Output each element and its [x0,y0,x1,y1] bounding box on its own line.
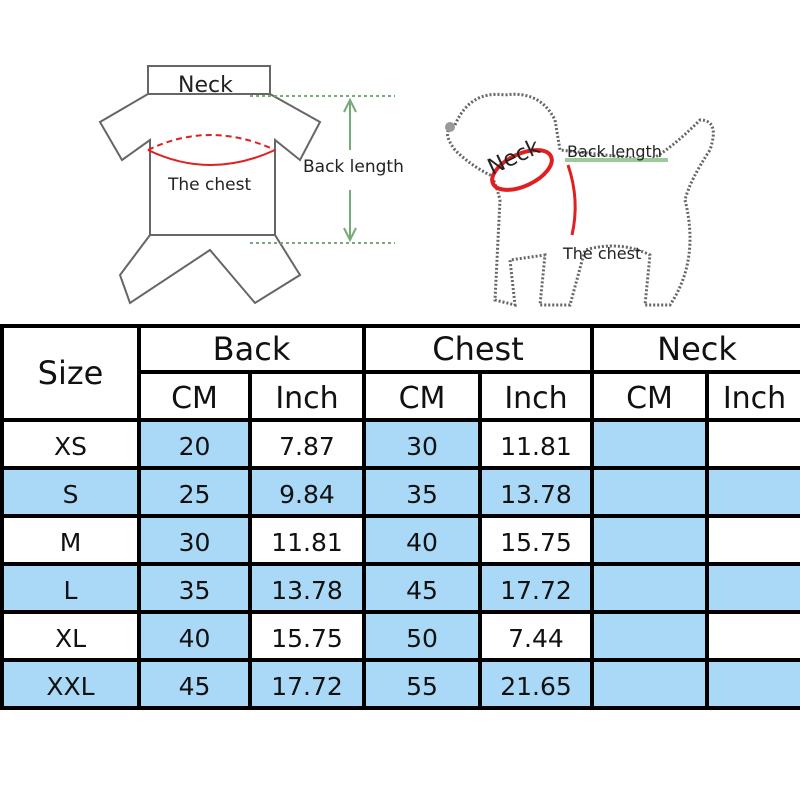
dog-back-length-label: Back length [567,142,662,161]
value-cell: 45 [137,658,252,710]
neck-header: Neck [590,324,800,374]
value-cell: 13.78 [248,562,366,614]
value-cell [590,562,709,614]
value-cell: 40 [362,514,482,566]
garment-neck-label: Neck [178,73,233,98]
table-row: S 25 9.84 35 13.78 [0,466,800,518]
value-cell: 15.75 [478,514,594,566]
value-cell: 50 [362,610,482,662]
unit-header: CM [362,370,482,422]
value-cell [590,466,709,518]
value-cell: 30 [362,418,482,470]
value-cell: 55 [362,658,482,710]
value-cell [705,610,800,662]
unit-header: Inch [478,370,594,422]
size-cell: XL [0,610,141,662]
size-cell: M [0,514,141,566]
value-cell: 20 [137,418,252,470]
back-header: Back [137,324,366,374]
table-row: XXL 45 17.72 55 21.65 [0,658,800,710]
value-cell [705,466,800,518]
measurement-diagram: Neck The chest Back length Neck Back len… [98,65,715,307]
garment-illustration [98,65,395,305]
chest-header: Chest [362,324,594,374]
value-cell [705,658,800,710]
value-cell [590,418,709,470]
table-row: XS 20 7.87 30 11.81 [0,418,800,470]
dog-illustration [446,92,715,307]
value-cell: 11.81 [248,514,366,566]
value-cell: 11.81 [478,418,594,470]
value-cell: 45 [362,562,482,614]
value-cell: 15.75 [248,610,366,662]
value-cell [590,658,709,710]
size-table: Size Back Chest Neck CM Inch CM Inch CM … [0,324,800,710]
value-cell: 7.44 [478,610,594,662]
value-cell [705,418,800,470]
value-cell: 13.78 [478,466,594,518]
size-cell: S [0,466,141,518]
dog-chest-label: The chest [562,244,641,263]
table-row: XL 40 15.75 50 7.44 [0,610,800,662]
unit-header: CM [137,370,252,422]
size-cell: L [0,562,141,614]
table-row: L 35 13.78 45 17.72 [0,562,800,614]
value-cell [705,562,800,614]
value-cell: 17.72 [248,658,366,710]
unit-header-row: CM Inch CM Inch CM Inch [2,370,800,422]
value-cell [590,514,709,566]
unit-header: CM [590,370,709,422]
unit-header: Inch [705,370,800,422]
value-cell: 7.87 [248,418,366,470]
value-cell: 9.84 [248,466,366,518]
unit-header: Inch [248,370,366,422]
value-cell [590,610,709,662]
size-header: Size [0,324,141,422]
value-cell [705,514,800,566]
value-cell: 17.72 [478,562,594,614]
garment-back-length-label: Back length [303,157,404,177]
value-cell: 21.65 [478,658,594,710]
value-cell: 40 [137,610,252,662]
value-cell: 30 [137,514,252,566]
value-cell: 25 [137,466,252,518]
value-cell: 35 [362,466,482,518]
garment-chest-label: The chest [167,175,251,195]
group-header-row: Size Back Chest Neck [0,324,800,422]
value-cell: 35 [137,562,252,614]
table-row: M 30 11.81 40 15.75 [0,514,800,566]
size-cell: XXL [0,658,141,710]
size-cell: XS [0,418,141,470]
